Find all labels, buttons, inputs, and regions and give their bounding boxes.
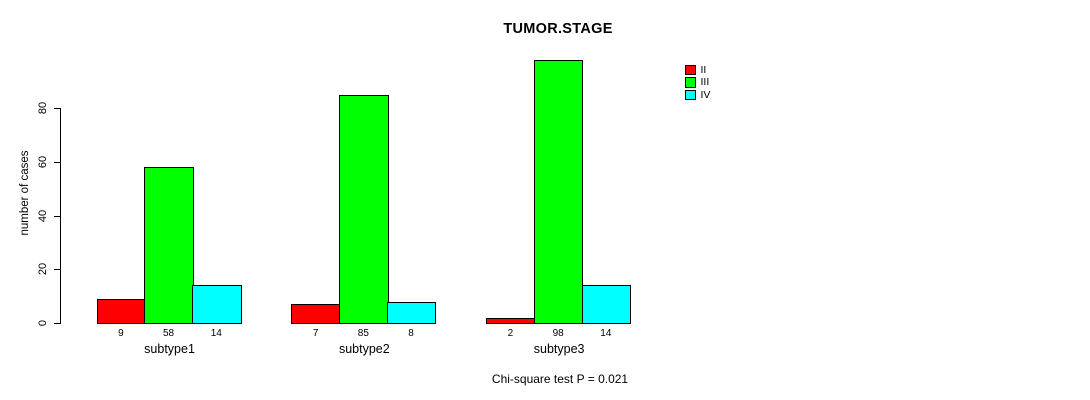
- legend-label: IV: [700, 88, 711, 101]
- category-label-subtype3: subtype3: [533, 342, 585, 356]
- chart-title: TUMOR.STAGE: [503, 21, 613, 37]
- bar-subtype3-stage-IV: [581, 285, 632, 324]
- legend-item-IV: IV: [685, 89, 710, 101]
- bar-subtype1-stage-IV: [191, 285, 242, 324]
- legend: II III IV: [685, 64, 710, 101]
- bar-subtype2-stage-IV: [386, 301, 437, 324]
- bar-value-label: 14: [600, 328, 612, 339]
- category-label-subtype1: subtype1: [144, 342, 195, 356]
- y-tick-mark: [53, 269, 60, 271]
- chi-square-note: Chi-square test P = 0.021: [491, 372, 629, 386]
- bar-subtype2-stage-III: [339, 94, 389, 324]
- bar-value-label: 58: [162, 328, 175, 339]
- legend-label: II: [700, 63, 707, 76]
- y-tick-mark: [53, 215, 60, 217]
- bar-value-label: 7: [312, 328, 319, 339]
- y-tick-mark: [53, 108, 60, 109]
- y-tick-label: 0: [37, 319, 49, 327]
- legend-swatch-II: [685, 64, 696, 76]
- bar-value-label: 2: [507, 328, 514, 339]
- legend-swatch-III: [685, 77, 696, 88]
- bar-value-label: 85: [357, 328, 369, 339]
- category-label-subtype2: subtype2: [338, 342, 390, 356]
- legend-item-II: II: [685, 64, 710, 76]
- bar-subtype1-stage-III: [144, 167, 194, 324]
- bar-subtype1-stage-II: [96, 298, 147, 324]
- bar-subtype3-stage-III: [533, 59, 584, 324]
- bar-subtype2-stage-II: [291, 304, 341, 324]
- y-tick-label: 80: [37, 101, 49, 115]
- y-tick-mark: [53, 161, 60, 163]
- bar-subtype3-stage-II: [486, 317, 536, 324]
- y-tick-label: 60: [37, 155, 49, 168]
- y-axis-line: [59, 108, 61, 324]
- legend-label: III: [700, 76, 710, 89]
- bar-value-label: 14: [210, 328, 222, 339]
- bar-value-label: 98: [552, 328, 564, 339]
- bar-value-label: 8: [408, 328, 414, 339]
- y-tick-mark: [53, 323, 60, 324]
- bar-value-label: 9: [118, 328, 124, 339]
- y-tick-label: 40: [37, 209, 49, 222]
- y-tick-label: 20: [37, 263, 49, 276]
- legend-swatch-IV: [685, 89, 696, 101]
- legend-item-III: III: [685, 76, 710, 88]
